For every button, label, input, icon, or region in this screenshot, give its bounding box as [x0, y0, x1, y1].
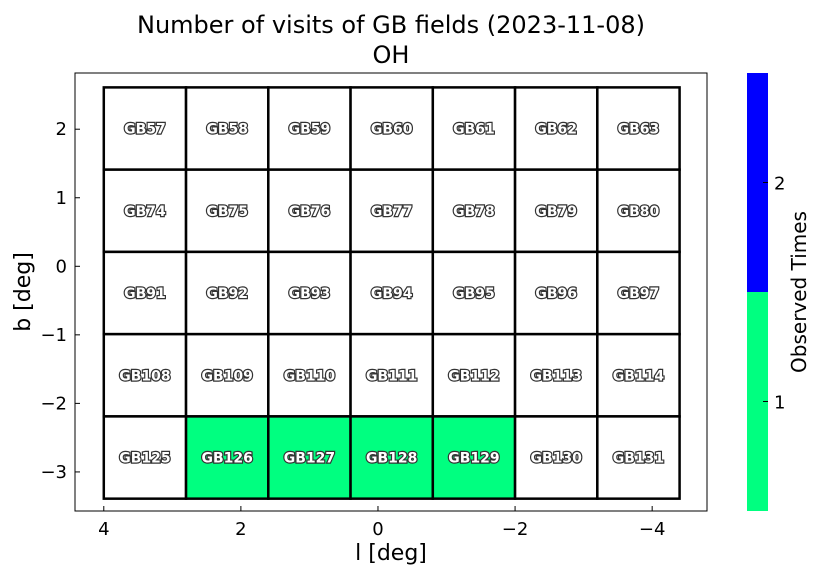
colorbar-segment [747, 292, 768, 511]
y-axis-label: b [deg] [11, 252, 36, 332]
field-label: GB58 [206, 122, 248, 138]
field-cell [513, 250, 599, 336]
y-tick-label: −3 [40, 462, 67, 483]
colorbar-tick-label: 1 [774, 393, 785, 414]
field-cell [267, 250, 352, 336]
field-label: GB127 [284, 451, 335, 467]
field-label: GB114 [613, 368, 665, 384]
x-tick-label: −4 [639, 519, 666, 540]
field-label: GB74 [124, 204, 166, 220]
field-label: GB113 [531, 368, 582, 384]
field-label: GB93 [289, 286, 331, 302]
field-label: GB129 [448, 451, 499, 467]
field-label: GB94 [371, 286, 413, 302]
field-cell [102, 332, 188, 418]
field-cell [431, 250, 517, 336]
y-axis: 2 1 0 −1 −2 −3 [40, 119, 80, 483]
field-cell [184, 86, 270, 171]
field-label: GB95 [453, 286, 495, 302]
colorbar-label: Observed Times [787, 211, 811, 373]
y-tick-label: 1 [56, 188, 67, 209]
colorbar-tick-label: 2 [774, 174, 785, 195]
colorbar: 12 [747, 73, 785, 511]
field-cell [596, 168, 681, 254]
field-label: GB79 [535, 204, 577, 220]
field-label: GB75 [206, 204, 248, 220]
field-cell [431, 168, 517, 254]
field-label: GB80 [618, 204, 660, 220]
field-label: GB57 [124, 122, 166, 138]
x-tick-label: 2 [235, 519, 246, 540]
x-axis-label: l [deg] [355, 541, 427, 566]
field-cell [596, 415, 681, 500]
field-label: GB130 [531, 451, 583, 467]
field-label: GB63 [618, 122, 660, 138]
field-label: GB125 [119, 451, 170, 467]
plot-frame [74, 72, 708, 512]
field-cell [102, 168, 188, 254]
x-axis: 4 2 0 −2 −4 [98, 506, 665, 540]
field-label: GB109 [201, 368, 252, 384]
y-tick-label: 2 [56, 119, 67, 140]
colorbar-segment [747, 73, 768, 292]
field-label: GB128 [366, 451, 417, 467]
field-label: GB77 [371, 204, 413, 220]
field-label: GB131 [613, 451, 664, 467]
field-cell [102, 415, 188, 500]
field-cell [596, 250, 681, 336]
field-label: GB112 [448, 368, 499, 384]
field-cell [267, 168, 352, 254]
y-tick-label: −2 [40, 393, 67, 414]
field-label: GB61 [453, 122, 495, 138]
field-label: GB97 [618, 286, 660, 302]
field-cell [513, 86, 599, 171]
chart-title: Number of visits of GB fields (2023-11-0… [137, 11, 645, 39]
field-label: GB110 [284, 368, 336, 384]
field-cell [513, 332, 599, 418]
field-label: GB76 [289, 204, 331, 220]
field-grid: GB57 GB58 GB59 GB60 GB61 GB62 GB63 GB74 GB75 GB76… [102, 86, 681, 500]
field-label: GB60 [371, 122, 413, 138]
field-label: GB92 [206, 286, 248, 302]
chart-subtitle: OH [373, 41, 410, 69]
field-label: GB59 [289, 122, 331, 138]
field-cell [102, 86, 188, 171]
field-cell [184, 332, 270, 418]
field-label: GB126 [201, 451, 252, 467]
y-tick-label: −1 [40, 325, 67, 346]
field-label: GB62 [535, 122, 577, 138]
field-label: GB111 [366, 368, 417, 384]
field-label: GB96 [535, 286, 577, 302]
x-tick-label: 4 [98, 519, 109, 540]
field-cell [184, 250, 270, 336]
field-label: GB78 [453, 204, 495, 220]
field-label: GB91 [124, 286, 166, 302]
x-tick-label: 0 [372, 519, 383, 540]
field-cell [267, 415, 352, 500]
x-tick-label: −2 [502, 519, 529, 540]
field-label: GB108 [119, 368, 170, 384]
y-tick-label: 0 [56, 256, 67, 277]
field-cell [513, 415, 599, 500]
